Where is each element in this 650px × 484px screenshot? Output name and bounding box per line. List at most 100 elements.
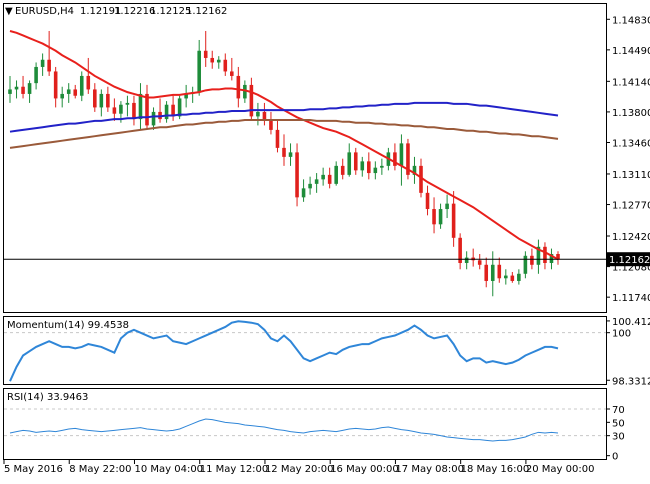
candle-body <box>288 152 293 157</box>
x-tick-label: 17 May 08:00 <box>395 464 464 475</box>
rsi-panel-frame <box>3 388 607 460</box>
candle-body <box>301 188 306 198</box>
candle-body <box>406 143 410 175</box>
candle-body <box>151 111 156 126</box>
candle-body <box>21 86 25 94</box>
candle-body <box>497 264 502 279</box>
symbol-arrow-icon[interactable]: ▼ <box>5 6 13 17</box>
candle-body <box>53 71 58 99</box>
chart-header-symbol: EURUSD,H4 <box>15 6 74 17</box>
candle-body <box>230 71 234 76</box>
candle-body <box>419 165 423 193</box>
x-tick-label: 16 May 00:00 <box>330 464 399 475</box>
y-tick-label: 1.12080 <box>612 263 650 274</box>
x-tick-label: 11 May 12:00 <box>200 464 269 475</box>
candle-body <box>282 147 286 157</box>
x-tick-label: 8 May 22:00 <box>69 464 131 475</box>
current-price-label: 1.12162 <box>609 255 650 266</box>
candle-body <box>40 59 45 67</box>
candle-body <box>79 75 84 96</box>
candle-body <box>14 86 19 90</box>
y-tick-label: 1.13110 <box>612 170 650 181</box>
candle-body <box>138 93 143 120</box>
candle-body <box>275 129 280 148</box>
candle-body <box>353 152 358 171</box>
rsi-title: RSI(14) 33.9463 <box>7 392 88 403</box>
candle-body <box>203 50 208 58</box>
candle-body <box>432 209 436 225</box>
candle-body <box>171 104 175 117</box>
candle-body <box>334 165 338 184</box>
candle-body <box>66 89 71 94</box>
y-tick-label: 1.12770 <box>612 201 650 212</box>
candle-body <box>523 255 528 274</box>
candle-body <box>60 93 64 99</box>
candle-body <box>327 174 332 184</box>
candle-body <box>530 255 534 265</box>
candle-body <box>27 83 32 94</box>
candle-body <box>112 107 117 114</box>
candle-body <box>47 59 51 72</box>
candle-body <box>360 161 365 171</box>
y-tick-label: 0 <box>612 452 618 463</box>
candle-body <box>321 174 325 180</box>
candle-body <box>504 275 508 279</box>
candle-body <box>458 237 462 263</box>
candle-body <box>119 104 123 114</box>
candle-body <box>484 264 489 281</box>
candle-body <box>425 192 430 210</box>
header-open: 1.12191 <box>80 6 121 17</box>
candle-body <box>177 98 182 117</box>
y-tick-label: 50 <box>612 418 625 429</box>
candle-body <box>445 203 449 210</box>
candle-body <box>93 89 97 108</box>
candle-body <box>125 102 130 105</box>
x-tick-label: 12 May 20:00 <box>265 464 334 475</box>
y-tick-label: 1.14830 <box>612 15 650 26</box>
y-tick-label: 100.4124 <box>612 317 650 328</box>
candle-body <box>314 179 319 184</box>
candle-body <box>340 165 345 175</box>
candle-body <box>477 260 482 265</box>
candle-body <box>106 93 110 108</box>
candle-body <box>243 84 247 99</box>
candle-body <box>269 120 273 130</box>
candle-body <box>210 57 215 63</box>
x-tick-label: 5 May 2016 <box>4 464 63 475</box>
candle-body <box>367 161 371 174</box>
x-tick-label: 20 May 00:00 <box>526 464 595 475</box>
rsi-line <box>9 418 559 442</box>
candle-body <box>34 66 38 84</box>
candle-body <box>223 59 228 72</box>
momentum-line <box>9 320 559 382</box>
candle-body <box>197 50 201 93</box>
candle-body <box>464 257 469 263</box>
candle-body <box>216 59 221 63</box>
price-panel-frame <box>3 3 607 313</box>
candle-body <box>451 203 456 238</box>
candle-body <box>490 264 495 281</box>
candle-body <box>536 246 541 265</box>
candle-body <box>145 93 149 126</box>
y-tick-label: 30 <box>612 432 625 443</box>
candle-body <box>393 152 397 166</box>
candle-body <box>517 273 521 281</box>
header-low: 1.12125 <box>150 6 191 17</box>
header-high: 1.12216 <box>114 6 155 17</box>
moving-average-line <box>9 101 559 133</box>
candle-body <box>132 102 136 120</box>
y-tick-label: 100 <box>612 329 631 340</box>
candle-body <box>549 253 554 263</box>
candle-body <box>556 253 560 260</box>
candle-body <box>249 84 254 117</box>
x-tick-label: 10 May 04:00 <box>134 464 203 475</box>
candle-body <box>295 152 299 198</box>
candle-body <box>412 165 417 175</box>
candle-body <box>308 183 312 189</box>
y-tick-label: 1.12420 <box>612 232 650 243</box>
y-tick-label: 1.13800 <box>612 108 650 119</box>
momentum-title: Momentum(14) 99.4538 <box>7 320 129 331</box>
momentum-panel-frame <box>3 316 607 385</box>
